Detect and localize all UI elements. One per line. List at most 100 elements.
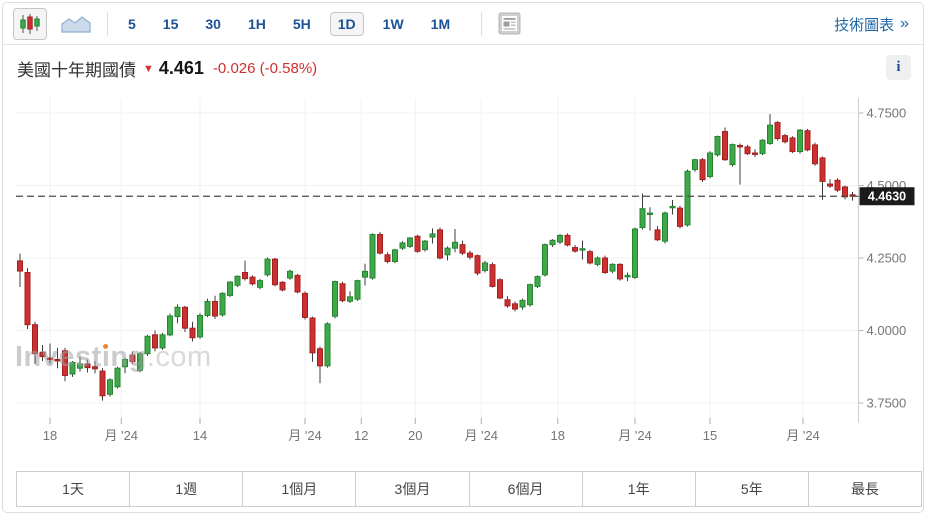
candle-body bbox=[332, 280, 338, 317]
interval-5[interactable]: 5 bbox=[120, 12, 144, 36]
candlestick-icon bbox=[20, 13, 40, 34]
y-tick-label: 4.2500 bbox=[867, 251, 907, 266]
info-button[interactable]: i bbox=[886, 55, 911, 80]
interval-1d[interactable]: 1D bbox=[329, 11, 364, 36]
candle-body bbox=[249, 276, 256, 285]
interval-15[interactable]: 15 bbox=[155, 12, 187, 36]
candle-body bbox=[122, 359, 128, 368]
candle-body bbox=[309, 317, 316, 354]
candle-body bbox=[257, 280, 263, 288]
last-price-tag bbox=[859, 187, 915, 206]
candle-body bbox=[714, 135, 721, 156]
candle-body bbox=[602, 257, 608, 273]
candle-body bbox=[279, 281, 286, 291]
interval-1h[interactable]: 1H bbox=[240, 12, 274, 36]
candle-body bbox=[519, 299, 526, 308]
x-tick-label: 月 '24 bbox=[104, 428, 138, 443]
price-change: -0.026 (-0.58%) bbox=[212, 59, 318, 77]
news-panel-button[interactable] bbox=[494, 9, 525, 38]
candle-body bbox=[362, 270, 368, 278]
price-chart[interactable]: 4.7500 4.5000 4.2500 4.0000 3.7500 18 月 '24 14 月… bbox=[3, 91, 924, 458]
candle-body bbox=[189, 327, 196, 339]
candle-body bbox=[294, 274, 301, 293]
candle-body bbox=[669, 205, 676, 209]
candle-body bbox=[707, 152, 713, 178]
range-button-3個月[interactable]: 3個月 bbox=[356, 472, 470, 506]
candle-body bbox=[114, 367, 121, 388]
candle-body bbox=[677, 207, 683, 227]
x-tick-label: 月 '24 bbox=[786, 428, 820, 443]
candle-body bbox=[564, 234, 571, 246]
candle-body bbox=[24, 272, 31, 326]
candle-body bbox=[69, 361, 76, 375]
candle-body bbox=[782, 135, 788, 143]
candle-body bbox=[47, 357, 53, 360]
candle-body bbox=[504, 299, 511, 307]
candle-body bbox=[137, 353, 143, 372]
candle-body bbox=[444, 247, 451, 256]
interval-5h[interactable]: 5H bbox=[285, 12, 319, 36]
candle-body bbox=[92, 366, 98, 370]
range-button-5年[interactable]: 5年 bbox=[695, 472, 809, 506]
candle-body bbox=[459, 244, 466, 254]
candle-body bbox=[609, 263, 616, 272]
candle-body bbox=[729, 144, 736, 166]
candle-body bbox=[62, 350, 68, 376]
technical-chart-link[interactable]: 技術圖表 » bbox=[834, 3, 909, 45]
y-tick-label: 3.7500 bbox=[867, 396, 907, 411]
candle-body bbox=[489, 264, 496, 287]
x-tick-label: 14 bbox=[193, 428, 207, 443]
candle-body bbox=[699, 159, 706, 181]
candle-body bbox=[429, 233, 436, 238]
candle-body bbox=[797, 129, 803, 153]
range-button-1個月[interactable]: 1個月 bbox=[243, 472, 357, 506]
range-button-1年[interactable]: 1年 bbox=[582, 472, 696, 506]
candle-body bbox=[819, 157, 826, 182]
candle-body bbox=[842, 186, 848, 198]
interval-1w[interactable]: 1W bbox=[375, 12, 412, 36]
range-button-1週[interactable]: 1週 bbox=[130, 472, 244, 506]
instrument-title: 美國十年期國債 bbox=[17, 60, 136, 80]
candle-body bbox=[572, 247, 578, 252]
candle-body bbox=[542, 244, 548, 276]
candle-body bbox=[152, 334, 158, 349]
candle-body bbox=[804, 130, 811, 151]
candle-body bbox=[549, 239, 556, 246]
candlestick-chart-button[interactable] bbox=[13, 7, 47, 40]
interval-1m[interactable]: 1M bbox=[423, 12, 458, 36]
candle-body bbox=[39, 351, 46, 358]
candle-body bbox=[167, 315, 173, 336]
candle-body bbox=[219, 292, 226, 316]
area-chart-button[interactable] bbox=[57, 11, 95, 37]
candle-body bbox=[437, 229, 443, 259]
last-price-tag-label: 4.4630 bbox=[868, 190, 906, 204]
x-tick-label: 月 '24 bbox=[618, 428, 652, 443]
candle-body bbox=[32, 324, 38, 355]
y-tick-label: 4.0000 bbox=[867, 323, 907, 338]
candle-body bbox=[77, 363, 83, 369]
candle-body bbox=[407, 237, 413, 247]
candle-body bbox=[84, 363, 91, 369]
candle-body bbox=[384, 254, 391, 262]
candle-body bbox=[287, 270, 293, 279]
candle-body bbox=[759, 139, 766, 155]
range-button-1天[interactable]: 1天 bbox=[17, 472, 131, 506]
candle-body bbox=[827, 183, 833, 187]
candle-body bbox=[482, 262, 488, 271]
candle-body bbox=[767, 124, 773, 144]
range-button-最長[interactable]: 最長 bbox=[808, 472, 922, 506]
candle-body bbox=[579, 248, 586, 251]
x-tick-label: 18 bbox=[43, 428, 57, 443]
candle-body bbox=[692, 159, 698, 171]
toolbar-divider bbox=[107, 11, 108, 36]
candle-body bbox=[467, 252, 473, 258]
technical-chart-label: 技術圖表 bbox=[834, 16, 895, 34]
candle-body bbox=[227, 281, 233, 296]
range-button-6個月[interactable]: 6個月 bbox=[469, 472, 583, 506]
interval-30[interactable]: 30 bbox=[197, 12, 229, 36]
candle-body bbox=[174, 306, 181, 318]
candle-body bbox=[639, 208, 646, 229]
last-price: 4.461 bbox=[158, 57, 204, 78]
